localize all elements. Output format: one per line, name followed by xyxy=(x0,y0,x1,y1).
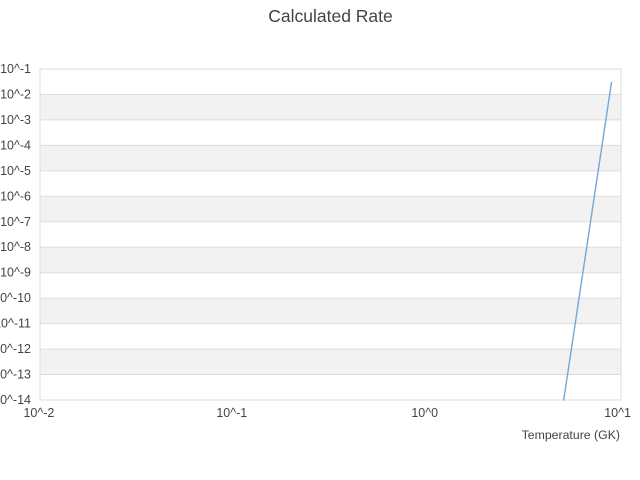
svg-text:10^-5: 10^-5 xyxy=(0,164,31,178)
svg-text:10^-10: 10^-10 xyxy=(0,291,31,305)
svg-text:10^1: 10^1 xyxy=(604,406,631,420)
svg-text:10^0: 10^0 xyxy=(411,406,438,420)
svg-text:10^-3: 10^-3 xyxy=(0,113,31,127)
svg-text:10^-1: 10^-1 xyxy=(0,62,31,76)
svg-text:10^-8: 10^-8 xyxy=(0,240,31,254)
svg-text:10^-9: 10^-9 xyxy=(0,266,31,280)
svg-text:10^-2: 10^-2 xyxy=(0,87,31,101)
svg-text:10^-11: 10^-11 xyxy=(0,317,31,331)
svg-text:10^-6: 10^-6 xyxy=(0,189,31,203)
svg-text:10^-14: 10^-14 xyxy=(0,393,31,407)
svg-text:10^-4: 10^-4 xyxy=(0,138,31,152)
svg-text:10^-7: 10^-7 xyxy=(0,215,31,229)
svg-text:10^-1: 10^-1 xyxy=(216,406,247,420)
svg-text:10^-12: 10^-12 xyxy=(0,342,31,356)
svg-text:10^-13: 10^-13 xyxy=(0,368,31,382)
svg-text:10^-2: 10^-2 xyxy=(23,406,54,420)
